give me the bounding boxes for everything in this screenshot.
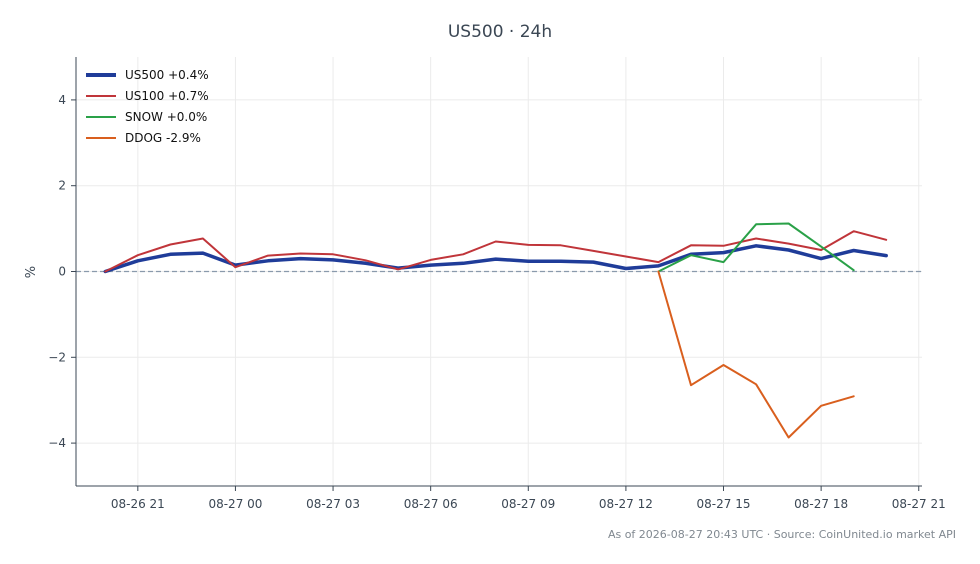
legend: US500 +0.4% US100 +0.7% SNOW +0.0% DDOG -2.… <box>86 68 209 145</box>
series-group <box>103 222 888 439</box>
series-line-1 <box>104 230 888 273</box>
series-line-3 <box>657 270 855 439</box>
x-tick-label-3: 08-27 06 <box>404 497 458 511</box>
legend-label-3: DDOG -2.9% <box>125 131 201 145</box>
x-axis-ticks: 08-26 21 08-27 00 08-27 03 08-27 06 08-27 09… <box>111 486 946 511</box>
x-tick-label-1: 08-27 00 <box>208 497 262 511</box>
y-tick-label-2: 0 <box>58 265 66 279</box>
x-tick-label-6: 08-27 15 <box>697 497 751 511</box>
x-tick-label-7: 08-27 18 <box>794 497 848 511</box>
legend-label-1: US100 +0.7% <box>125 89 209 103</box>
source-note: As of 2026-08-27 20:43 UTC · Source: Coi… <box>608 528 956 541</box>
chart-title: US500 · 24h <box>448 22 552 42</box>
legend-label-0: US500 +0.4% <box>125 68 209 82</box>
y-tick-label-4: 4 <box>58 93 66 107</box>
x-tick-label-8: 08-27 21 <box>892 497 946 511</box>
x-tick-label-4: 08-27 09 <box>501 497 555 511</box>
x-tick-label-2: 08-27 03 <box>306 497 360 511</box>
legend-label-2: SNOW +0.0% <box>125 110 207 124</box>
y-axis-label: % <box>24 266 39 278</box>
y-axis-ticks: −4 −2 0 2 4 <box>48 93 76 450</box>
x-tick-label-5: 08-27 12 <box>599 497 653 511</box>
y-tick-label-3: 2 <box>58 179 66 193</box>
series-line-0 <box>103 244 888 274</box>
x-tick-label-0: 08-26 21 <box>111 497 165 511</box>
y-tick-label-1: −2 <box>48 350 66 364</box>
series-line-2 <box>657 222 855 273</box>
y-tick-label-0: −4 <box>48 436 66 450</box>
